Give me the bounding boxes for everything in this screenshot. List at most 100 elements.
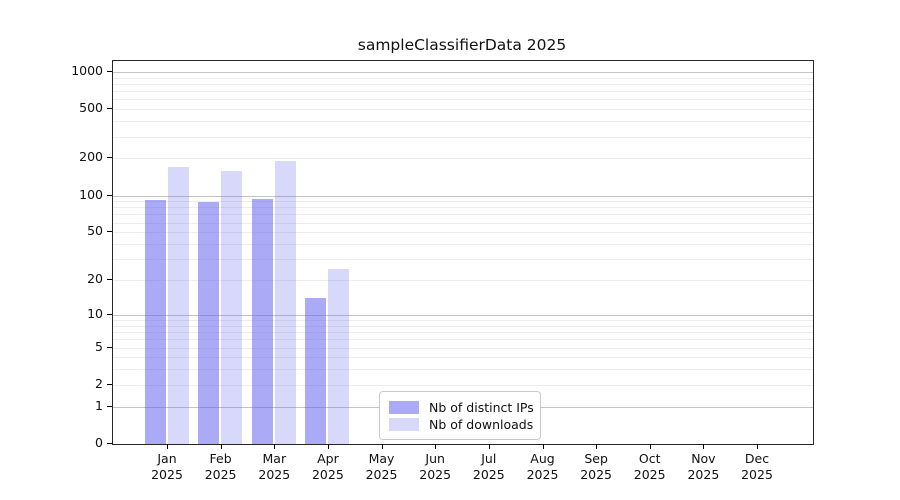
x-tick-label: Nov 2025 [676, 451, 730, 483]
gridline-minor [113, 357, 813, 359]
x-tick-label-month: Apr [317, 451, 339, 466]
x-tick-label-month: Oct [638, 451, 661, 466]
y-tick-label: 50 [87, 223, 103, 239]
y-tick-label: 1000 [71, 62, 103, 78]
bar-distinct-ips [251, 198, 273, 444]
x-tick-label: Oct 2025 [623, 451, 677, 483]
gridline-minor [113, 121, 813, 123]
x-tick-label: Mar 2025 [247, 451, 301, 483]
x-tick-label-month: Mar [262, 451, 287, 466]
x-tick-label-month: Aug [530, 451, 555, 466]
legend-label-downloads: Nb of downloads [429, 417, 534, 432]
legend-swatch-downloads [389, 418, 419, 431]
y-tick-mark [107, 108, 112, 110]
legend-swatch-distinct-ips [389, 401, 419, 414]
y-tick-mark [107, 313, 112, 315]
y-tick-label: 5 [95, 338, 103, 354]
gridline-minor [113, 325, 813, 327]
y-tick-label: 10 [87, 305, 103, 321]
x-tick-mark [542, 444, 544, 449]
y-tick-label: 0 [95, 435, 103, 450]
x-tick-label: Dec 2025 [730, 451, 784, 483]
gridline-minor [113, 244, 813, 245]
bar-downloads [328, 268, 350, 444]
x-tick-label-year: 2025 [741, 467, 773, 482]
x-tick-label-month: May [368, 451, 395, 466]
x-tick-mark [274, 444, 276, 449]
y-tick-label: 200 [79, 149, 103, 165]
x-tick-mark [167, 444, 168, 449]
x-tick-label-month: Jun [425, 451, 445, 466]
gridline-minor [113, 99, 813, 101]
gridline-minor [113, 222, 813, 224]
legend: Nb of distinct IPs Nb of downloads [379, 391, 541, 440]
legend-item-distinct-ips: Nb of distinct IPs [389, 399, 534, 416]
x-tick-label-year: 2025 [580, 467, 612, 482]
y-tick-label: 1 [95, 397, 103, 413]
y-tick-mark [107, 346, 112, 348]
x-tick-label-year: 2025 [419, 467, 452, 482]
y-tick-mark [107, 383, 112, 385]
y-tick-label: 100 [79, 186, 103, 202]
y-tick-mark [107, 231, 112, 233]
x-tick-mark [649, 444, 651, 449]
gridline-minor [113, 339, 813, 341]
gridline-minor [113, 158, 813, 160]
gridline-minor [113, 280, 813, 281]
bar-downloads [274, 161, 296, 444]
x-tick-label: Aug 2025 [516, 451, 570, 483]
gridline-minor [113, 109, 813, 111]
x-tick-label: Feb 2025 [194, 451, 248, 483]
gridline-minor [113, 332, 813, 333]
x-tick-label: Apr 2025 [301, 451, 355, 483]
y-tick-mark [107, 279, 112, 280]
chart-title: sampleClassifierData 2025 [357, 36, 567, 54]
x-tick-label-year: 2025 [687, 467, 720, 482]
x-tick-label-year: 2025 [633, 467, 666, 482]
y-tick-mark [107, 443, 112, 444]
x-tick-label: Jun 2025 [408, 451, 462, 483]
bar-downloads [221, 171, 243, 444]
y-tick-label: 20 [87, 271, 103, 286]
x-tick-label-month: Feb [209, 451, 232, 466]
y-tick-mark [107, 194, 112, 196]
gridline-minor [113, 214, 813, 216]
bar-distinct-ips [198, 202, 220, 444]
x-tick-mark [596, 444, 598, 449]
x-tick-label-year: 2025 [258, 467, 291, 482]
x-tick-mark [435, 444, 437, 449]
plot-area: Nb of distinct IPs Nb of downloads [112, 60, 814, 445]
x-tick-label-year: 2025 [311, 467, 344, 482]
x-tick-mark [703, 444, 705, 449]
gridline-minor [113, 259, 813, 261]
bar-distinct-ips [144, 199, 166, 444]
x-tick-label: May 2025 [355, 451, 409, 483]
gridline-minor [113, 320, 813, 321]
x-tick-label-month: Jul [481, 451, 497, 466]
y-tick-mark [107, 405, 112, 407]
x-tick-label-month: Nov [691, 451, 716, 466]
gridline-minor [113, 369, 813, 371]
gridline-minor [113, 232, 813, 234]
x-tick-label-year: 2025 [204, 467, 237, 482]
x-tick-mark [757, 444, 758, 449]
x-tick-mark [381, 444, 383, 449]
x-tick-label: Jul 2025 [462, 451, 516, 483]
gridline-major [113, 195, 813, 197]
x-tick-label-year: 2025 [472, 467, 505, 482]
gridline-major [113, 314, 813, 316]
x-tick-mark [220, 444, 222, 449]
x-tick-label-year: 2025 [365, 467, 398, 482]
x-tick-mark [327, 444, 329, 449]
gridline-minor [113, 201, 813, 203]
y-tick-label: 2 [95, 375, 103, 391]
x-tick-label-month: Dec [744, 451, 770, 466]
legend-label-distinct-ips: Nb of distinct IPs [429, 400, 534, 415]
bar-distinct-ips [305, 298, 327, 444]
bar-downloads [167, 167, 189, 444]
gridline-minor [113, 347, 813, 349]
x-tick-label-month: Sep [584, 451, 608, 466]
x-tick-label-year: 2025 [151, 467, 183, 482]
x-tick-label-year: 2025 [526, 467, 559, 482]
